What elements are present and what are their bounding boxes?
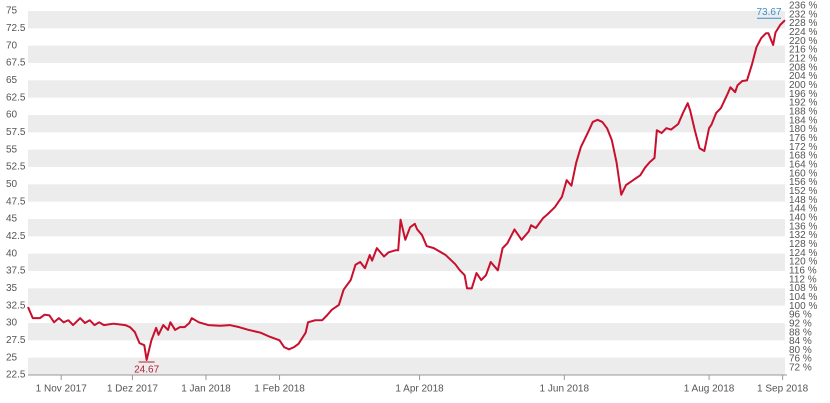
y2-tick-label: 148 % — [789, 195, 817, 206]
grid-band — [28, 357, 785, 375]
grid-band — [28, 80, 785, 98]
annotation-label: 24.67 — [134, 365, 159, 376]
y2-tick-label: 144 % — [789, 204, 817, 215]
annotation-label: 73.67 — [756, 7, 781, 18]
y-tick-label: 65 — [6, 75, 18, 86]
x-tick-label: 1 Nov 2017 — [36, 384, 88, 395]
y2-tick-label: 220 % — [789, 36, 817, 47]
grid-band — [28, 149, 785, 167]
y2-tick-label: 80 % — [789, 345, 812, 356]
grid-band — [28, 323, 785, 341]
y2-tick-label: 88 % — [789, 327, 812, 338]
x-tick-label: 1 Aug 2018 — [684, 384, 735, 395]
y2-tick-label: 192 % — [789, 98, 817, 109]
x-tick-label: 1 Jun 2018 — [540, 384, 590, 395]
y-tick-label: 42.5 — [6, 231, 26, 242]
y-tick-label: 75 — [6, 6, 18, 17]
y2-tick-label: 212 % — [789, 54, 817, 65]
y-tick-label: 30 — [6, 318, 18, 329]
y-tick-label: 55 — [6, 144, 18, 155]
y-tick-label: 60 — [6, 110, 18, 121]
y2-tick-label: 156 % — [789, 177, 817, 188]
y2-tick-label: 164 % — [789, 159, 817, 170]
y2-tick-label: 96 % — [789, 310, 812, 321]
y2-tick-label: 176 % — [789, 133, 817, 144]
y2-tick-label: 136 % — [789, 221, 817, 232]
y2-tick-label: 204 % — [789, 71, 817, 82]
y2-tick-label: 76 % — [789, 354, 812, 365]
y-tick-label: 25 — [6, 352, 18, 363]
y2-tick-label: 92 % — [789, 318, 812, 329]
y2-tick-label: 108 % — [789, 283, 817, 294]
grid-band — [28, 253, 785, 271]
y2-tick-label: 132 % — [789, 230, 817, 241]
x-tick-label: 1 Dez 2017 — [107, 384, 159, 395]
y2-tick-label: 216 % — [789, 45, 817, 56]
y2-tick-label: 128 % — [789, 239, 817, 250]
y2-tick-label: 100 % — [789, 301, 817, 312]
y-tick-label: 40 — [6, 248, 18, 259]
grid-band — [28, 288, 785, 306]
y-tick-label: 57.5 — [6, 127, 26, 138]
grid-band — [28, 219, 785, 237]
y2-tick-label: 104 % — [789, 292, 817, 303]
grid-band — [28, 184, 785, 202]
y2-tick-label: 188 % — [789, 107, 817, 118]
y2-tick-label: 224 % — [789, 27, 817, 38]
y2-tick-label: 232 % — [789, 9, 817, 20]
grid-band — [28, 11, 785, 29]
y-tick-label: 35 — [6, 283, 18, 294]
y-tick-label: 47.5 — [6, 196, 26, 207]
y2-tick-label: 228 % — [789, 18, 817, 29]
y2-tick-label: 124 % — [789, 248, 817, 259]
y2-tick-label: 72 % — [789, 363, 812, 374]
price-line — [27, 19, 786, 361]
y2-tick-label: 152 % — [789, 186, 817, 197]
y2-tick-label: 116 % — [789, 265, 817, 276]
y2-tick-label: 112 % — [789, 274, 817, 285]
x-tick-label: 1 Feb 2018 — [254, 384, 305, 395]
y2-tick-label: 184 % — [789, 115, 817, 126]
y-tick-label: 67.5 — [6, 58, 26, 69]
y2-tick-label: 236 % — [789, 1, 817, 12]
y-tick-label: 72.5 — [6, 23, 26, 34]
y-tick-label: 70 — [6, 40, 18, 51]
y2-tick-label: 140 % — [789, 212, 817, 223]
y2-tick-label: 168 % — [789, 151, 817, 162]
y2-tick-label: 200 % — [789, 80, 817, 91]
y-tick-label: 27.5 — [6, 335, 26, 346]
y-tick-label: 37.5 — [6, 266, 26, 277]
x-tick-label: 1 Apr 2018 — [395, 384, 444, 395]
y2-tick-label: 180 % — [789, 124, 817, 135]
y-tick-label: 22.5 — [6, 370, 26, 381]
y2-tick-label: 172 % — [789, 142, 817, 153]
grid-band — [28, 45, 785, 63]
y2-tick-label: 84 % — [789, 336, 812, 347]
y-tick-label: 50 — [6, 179, 18, 190]
y-tick-label: 62.5 — [6, 92, 26, 103]
y2-tick-label: 160 % — [789, 168, 817, 179]
y-tick-label: 45 — [6, 214, 18, 225]
grid-band — [28, 115, 785, 133]
y-tick-label: 32.5 — [6, 300, 26, 311]
y2-tick-label: 120 % — [789, 257, 817, 268]
x-tick-label: 1 Sep 2018 — [757, 384, 809, 395]
y-tick-label: 52.5 — [6, 162, 26, 173]
y2-tick-label: 196 % — [789, 89, 817, 100]
y2-tick-label: 208 % — [789, 62, 817, 73]
x-tick-label: 1 Jan 2018 — [181, 384, 231, 395]
